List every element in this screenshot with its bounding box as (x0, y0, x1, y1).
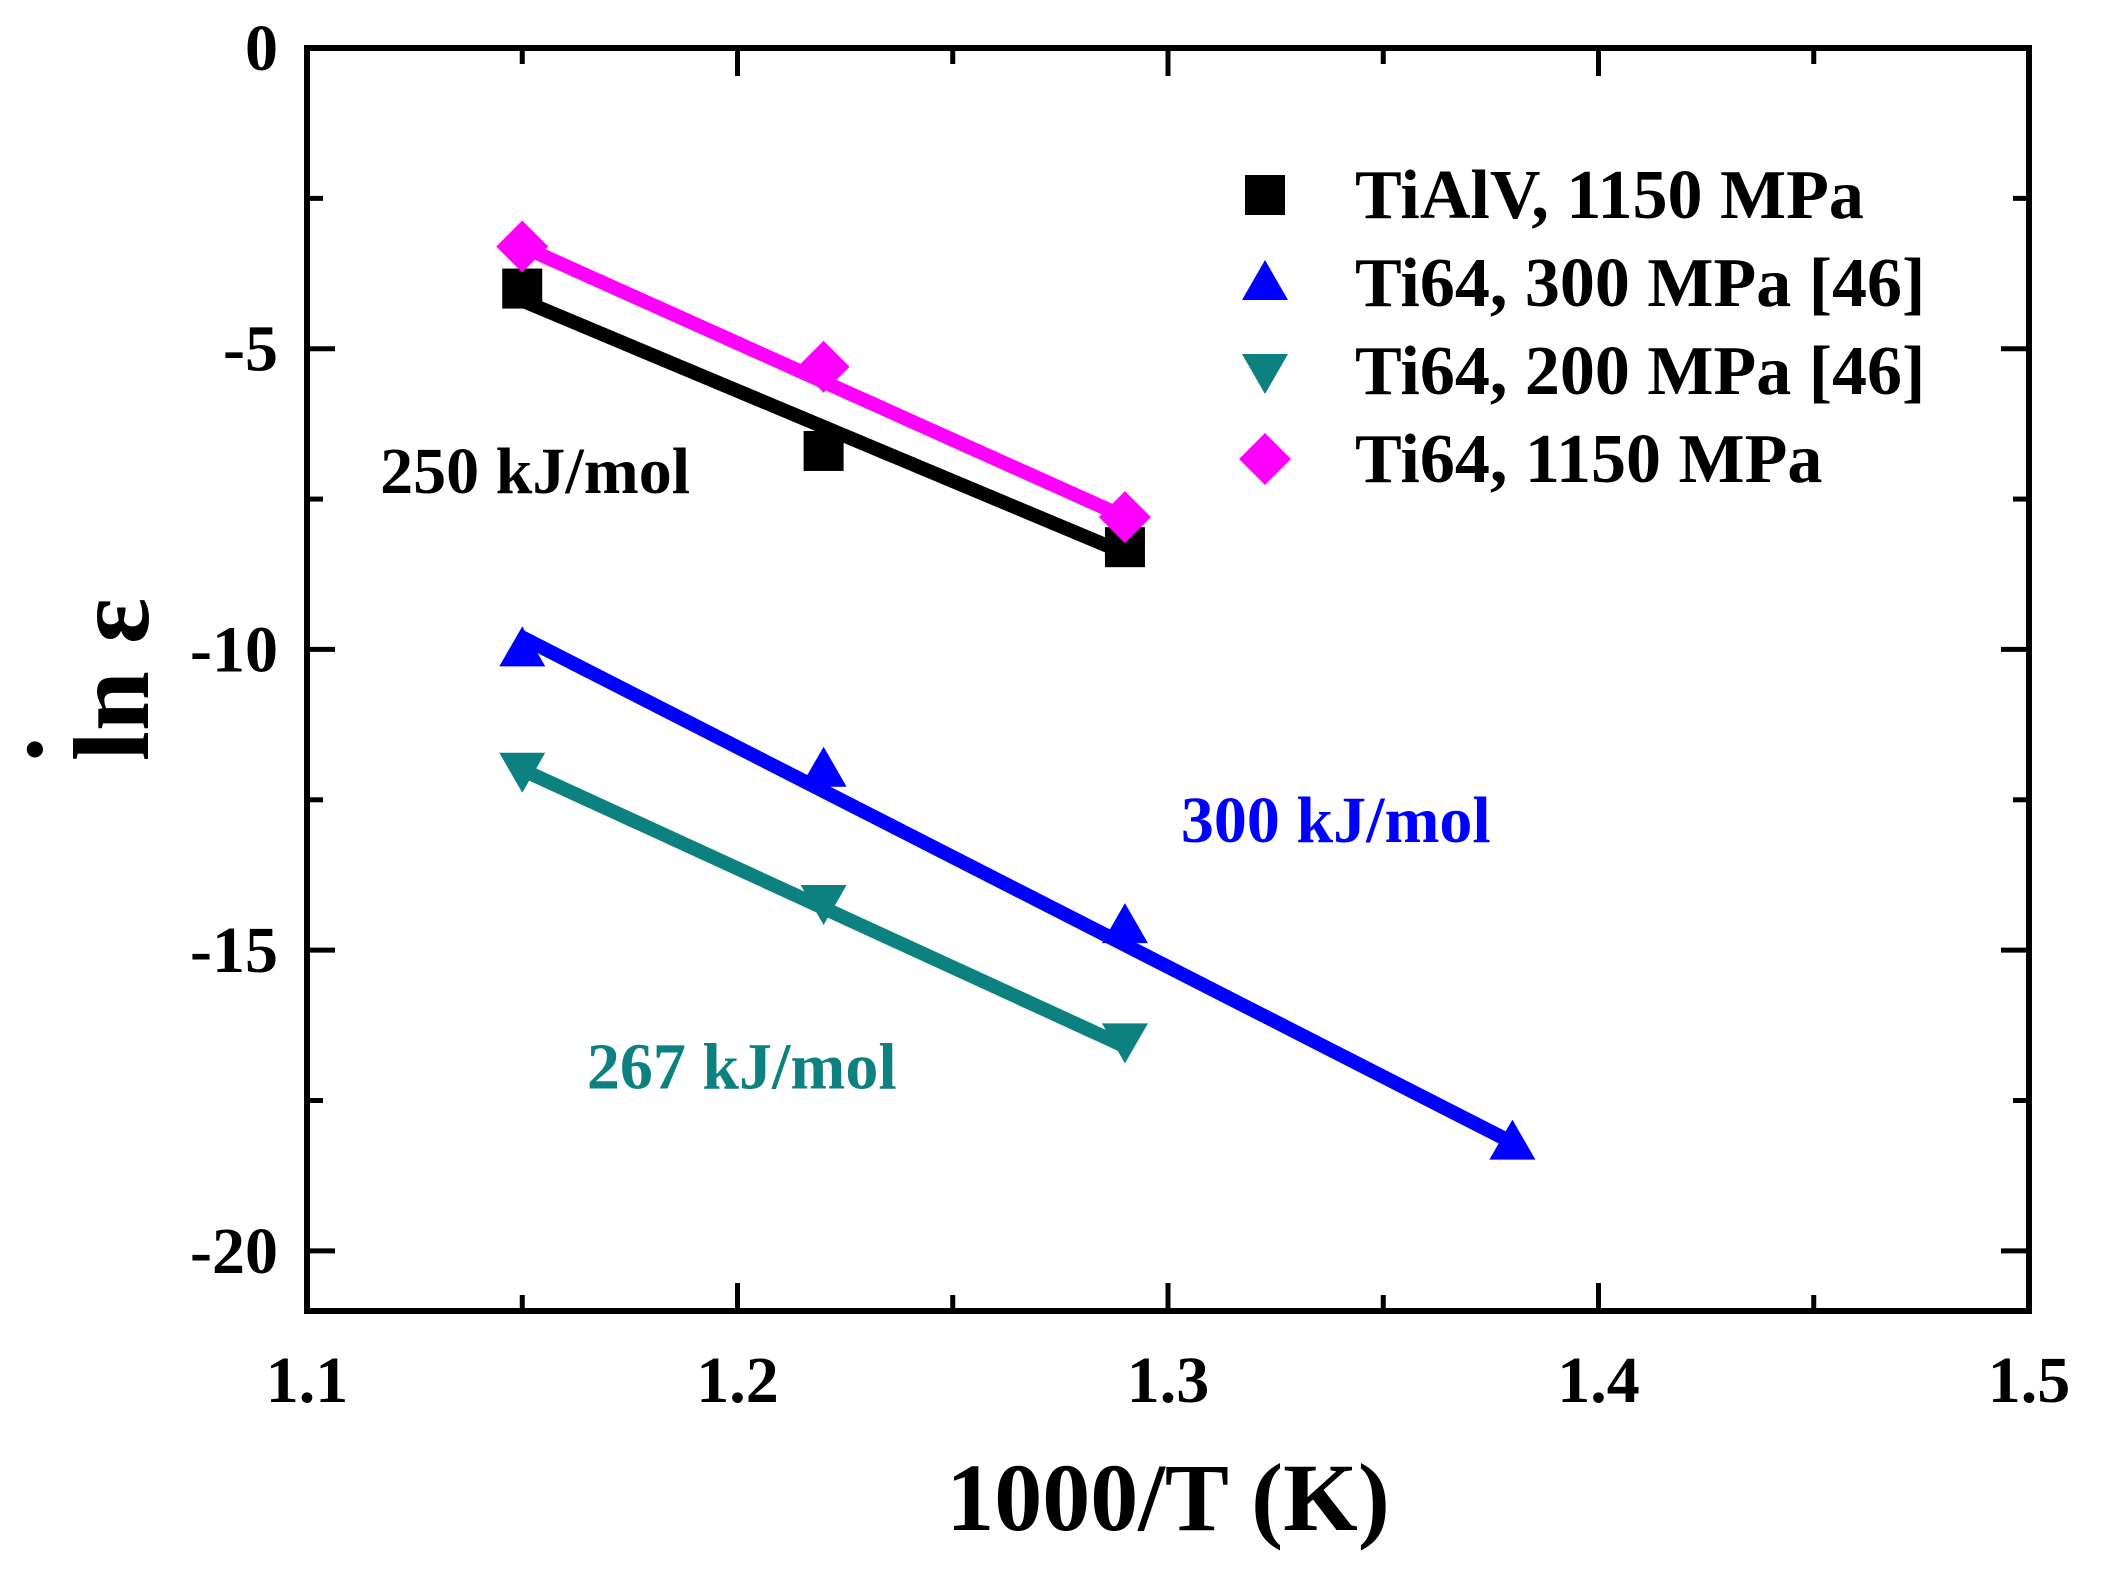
legend-label: Ti64, 200 MPa [46] (1355, 333, 1925, 410)
y-tick-label: -15 (190, 914, 278, 987)
data-point-series-3 (797, 340, 850, 393)
data-point-series-2 (1101, 1023, 1148, 1064)
data-point-series-0 (502, 268, 543, 309)
x-tick-label: 1.4 (1557, 1344, 1640, 1417)
y-tick-label: -20 (190, 1215, 278, 1288)
activation-energy-label: 250 kJ/mol (380, 435, 690, 508)
legend-marker (1242, 354, 1288, 394)
x-tick-label: 1.3 (1127, 1344, 1210, 1417)
x-tick-label: 1.5 (1988, 1344, 2071, 1417)
data-point-series-1 (1101, 903, 1148, 944)
legend-label: Ti64, 1150 MPa (1355, 421, 1822, 498)
data-point-series-2 (499, 752, 546, 793)
x-axis-label: 1000/T (K) (946, 1444, 1390, 1551)
plot-frame (304, 45, 2032, 1314)
fit-line-series-1 (519, 631, 1516, 1149)
legend-marker (1242, 260, 1288, 300)
legend-label: Ti64, 300 MPa [46] (1355, 245, 1925, 322)
activation-energy-label: 267 kJ/mol (587, 1030, 897, 1103)
legend-marker (1245, 175, 1285, 215)
y-tick-label: 0 (245, 12, 278, 85)
data-point-series-1 (499, 626, 546, 667)
y-axis-label-dot: ˙ (7, 732, 126, 768)
data-point-series-3 (496, 220, 549, 273)
fit-line-series-0 (519, 294, 1128, 560)
activation-energy-label: 300 kJ/mol (1181, 784, 1491, 857)
legend-label: TiAlV, 1150 MPa (1355, 157, 1864, 234)
data-point-series-3 (1098, 491, 1151, 544)
data-point-series-1 (800, 746, 847, 787)
x-tick-label: 1.1 (266, 1344, 349, 1417)
legend-marker (1239, 433, 1291, 485)
x-tick-label: 1.2 (696, 1344, 779, 1417)
y-tick-label: -5 (223, 313, 278, 386)
data-point-series-1 (1489, 1119, 1536, 1160)
y-axis-label: ln ε (53, 598, 172, 761)
y-tick-label: -10 (190, 613, 278, 686)
data-point-series-0 (803, 430, 844, 471)
data-point-series-2 (800, 885, 847, 926)
